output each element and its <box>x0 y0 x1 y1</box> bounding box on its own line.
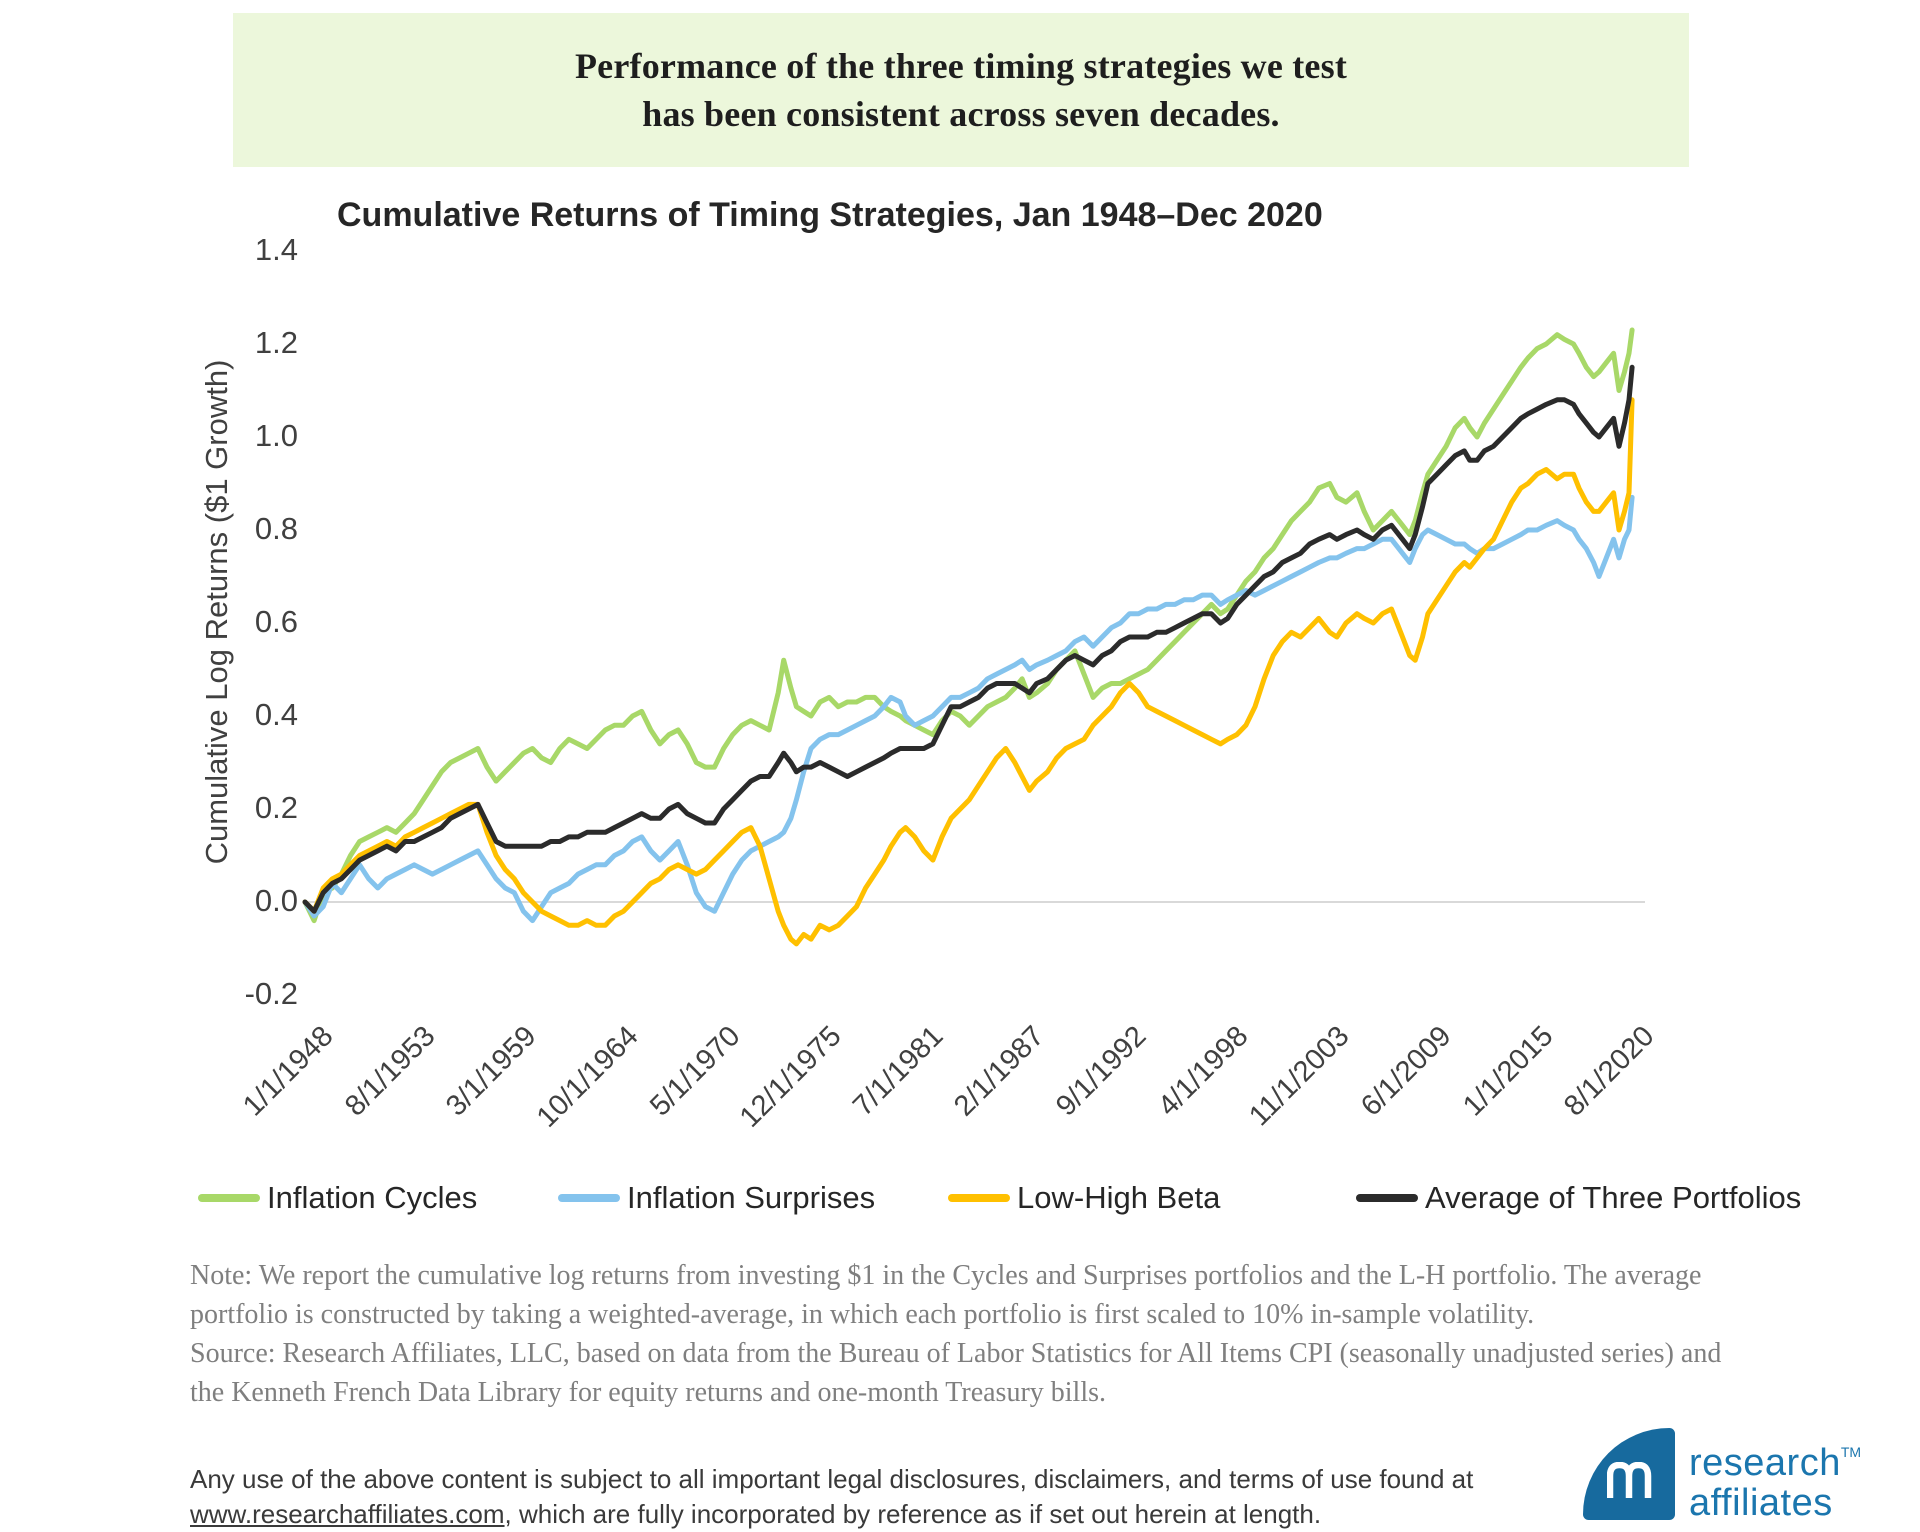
banner-line-1: Performance of the three timing strategi… <box>574 46 1348 86</box>
legend-item: Low-High Beta <box>948 1180 1220 1216</box>
disclaimer-link[interactable]: www.researchaffiliates.com <box>190 1499 505 1529</box>
series-line-inflation-surprises <box>302 494 1635 924</box>
disclaimer-before-link: Any use of the above content is subject … <box>190 1464 1474 1494</box>
y-tick-label: -0.2 <box>244 976 298 1011</box>
legend-label: Inflation Surprises <box>627 1180 876 1215</box>
logo-text-affiliates: affiliates <box>1689 1482 1833 1524</box>
y-tick-label: 1.2 <box>254 325 298 360</box>
ra-logo-mark <box>1583 1428 1675 1520</box>
banner-line-2: has been consistent across seven decades… <box>642 94 1280 134</box>
series-line-average-of-three-portfolios <box>302 364 1635 914</box>
y-tick-label: 0.4 <box>254 697 298 732</box>
chart-title: Cumulative Returns of Timing Strategies,… <box>337 196 1323 234</box>
legend-item: Inflation Surprises <box>558 1180 875 1216</box>
legend-swatch-icon <box>198 1194 260 1202</box>
legend-swatch-icon <box>948 1194 1010 1202</box>
legend-label: Low-High Beta <box>1017 1180 1221 1215</box>
y-tick-label: 0.0 <box>254 883 298 918</box>
y-tick-label: 1.4 <box>254 232 298 267</box>
footnotes: Note: We report the cumulative log retur… <box>190 1256 1750 1412</box>
y-tick-label: 0.6 <box>254 604 298 639</box>
legend-item: Average of Three Portfolios <box>1356 1180 1801 1216</box>
legend-swatch-icon <box>558 1194 620 1202</box>
disclaimer-text: Any use of the above content is subject … <box>190 1462 1520 1532</box>
zero-gridline <box>303 901 1645 903</box>
logo-tm: TM <box>1840 1444 1862 1460</box>
ra-logo-text: researchTM affiliates <box>1689 1428 1861 1523</box>
y-tick-label: 0.8 <box>254 511 298 546</box>
source-text: Source: Research Affiliates, LLC, based … <box>190 1338 1722 1408</box>
legend-swatch-icon <box>1356 1194 1418 1202</box>
ra-logo: researchTM affiliates <box>1583 1428 1861 1523</box>
y-tick-label: 1.0 <box>254 418 298 453</box>
ra-monogram-icon <box>1607 1462 1652 1498</box>
logo-text-research: research <box>1689 1442 1841 1484</box>
note-text: Note: We report the cumulative log retur… <box>190 1260 1702 1330</box>
series-line-inflation-cycles <box>302 327 1635 924</box>
legend-label: Inflation Cycles <box>267 1180 478 1215</box>
legend-item: Inflation Cycles <box>198 1180 477 1216</box>
legend-label: Average of Three Portfolios <box>1425 1180 1802 1215</box>
header-banner: Performance of the three timing strategi… <box>233 13 1689 167</box>
disclaimer-after-link: , which are fully incorporated by refere… <box>504 1499 1322 1529</box>
y-tick-label: 0.2 <box>254 790 298 825</box>
series-line-low-high-beta <box>302 397 1635 947</box>
